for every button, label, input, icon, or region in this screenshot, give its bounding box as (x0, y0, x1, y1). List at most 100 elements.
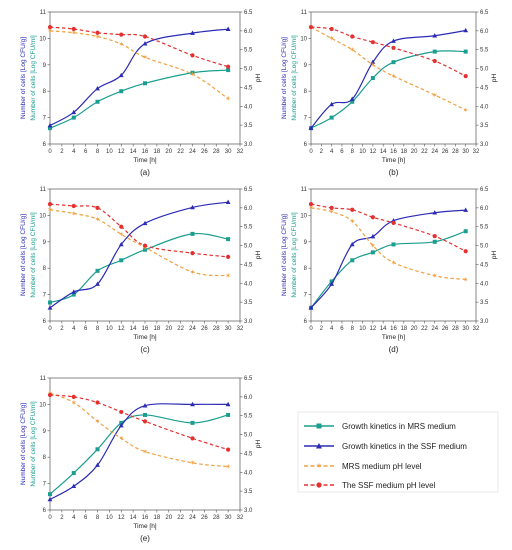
series-line-mrs (310, 50, 466, 129)
data-point-ssf-ph (142, 243, 148, 248)
data-point-ssf (349, 96, 355, 101)
data-point-mrs-ph: ✶ (463, 106, 469, 114)
ph-tick-label: 3.0 (244, 508, 253, 514)
data-point-ssf-ph (95, 30, 100, 35)
data-point-ssf-ph (119, 32, 124, 37)
x-tick-label: 28 (452, 326, 459, 332)
data-point-mrs (48, 300, 52, 305)
legend: Growth kinetics in MRS medium Growth kin… (297, 411, 499, 493)
ph-tick-label: 5.0 (480, 244, 489, 250)
data-point-mrs-ph: ✶ (391, 259, 397, 267)
panel-caption: (e) (140, 534, 150, 543)
y-tick-label: 7 (304, 116, 308, 122)
ph-tick-label: 6.5 (480, 10, 489, 16)
x-tick-label: 28 (213, 326, 220, 332)
x-tick-label: 30 (225, 326, 232, 332)
data-point-mrs-ph: ✶ (142, 244, 148, 252)
ph-tick-label: 4.5 (480, 85, 489, 91)
y-tick-label: 6 (304, 142, 308, 148)
ph-tick-label: 5.5 (480, 225, 489, 231)
ph-tick-label: 5.5 (244, 225, 253, 231)
data-point-ssf-ph (142, 419, 148, 424)
x-tick-label: 8 (96, 326, 100, 332)
data-point-ssf (432, 210, 438, 215)
ph-tick-label: 3.5 (480, 123, 489, 129)
y-tick-label: 8 (43, 89, 47, 95)
data-point-mrs-ph: ✶ (142, 448, 148, 456)
data-point-mrs (119, 89, 124, 94)
data-point-mrs (350, 258, 355, 263)
y-axis-title-mrs: Number of cells [Log CFU/ml] (30, 401, 37, 486)
data-point-mrs (95, 99, 100, 104)
x-tick-label: 26 (201, 326, 208, 332)
data-point-mrs-ph: ✶ (349, 46, 355, 54)
legend-marker-mrs-ph: ✶ (316, 462, 323, 471)
data-point-ssf (329, 101, 335, 107)
data-point-mrs-ph: ✶ (71, 210, 77, 218)
x-tick-label: 8 (351, 149, 355, 155)
legend-label-ssf-ph: The SSF medium pH level (342, 481, 436, 490)
x-tick-label: 24 (431, 149, 438, 155)
data-point-mrs (143, 412, 147, 417)
x-tick-label: 10 (106, 149, 113, 155)
x-tick-label: 14 (380, 149, 387, 155)
y-axis-title-ssf: Number of cells [Log CFU/g] (281, 37, 288, 119)
x-tick-label: 14 (130, 515, 137, 521)
x-tick-label: 10 (359, 326, 366, 332)
x-tick-label: 16 (142, 326, 149, 332)
data-point-ssf-ph (370, 215, 375, 220)
x-tick-label: 10 (359, 149, 366, 155)
data-point-mrs-ph: ✶ (225, 463, 231, 471)
x-tick-label: 0 (48, 326, 52, 332)
data-point-mrs (226, 237, 231, 242)
ph-axis-title: pH (255, 74, 262, 83)
x-tick-label: 12 (118, 515, 125, 521)
x-tick-label: 16 (142, 149, 149, 155)
x-tick-label: 28 (452, 149, 459, 155)
x-tick-label: 18 (400, 149, 407, 155)
data-point-ssf-ph (391, 220, 396, 226)
data-point-ssf-ph (308, 201, 314, 207)
data-point-mrs-ph: ✶ (95, 33, 101, 41)
x-tick-label: 14 (130, 326, 137, 332)
chart-panel-a: 0 2 4 6 8 10 12 14 16 18 20 22 24 26 28 30 32678910113.0… (20, 10, 262, 177)
data-point-ssf (190, 204, 195, 210)
y-tick-label: 6 (43, 508, 47, 514)
ph-tick-label: 3.0 (244, 142, 253, 148)
legend-label-mrs: Growth kinetics in MRS medium (342, 422, 456, 431)
chart-panel-c: 0 2 4 6 8 10 12 14 16 18 20 22 24 26 28 30 32678910113.0… (20, 187, 262, 354)
data-point-mrs (190, 70, 195, 75)
x-tick-label: 12 (370, 149, 377, 155)
x-axis-title: Time [h] (382, 334, 405, 341)
y-tick-label: 10 (39, 213, 46, 219)
ph-tick-label: 3.5 (244, 300, 253, 306)
x-tick-label: 28 (213, 515, 220, 521)
x-axis-title: Time [h] (133, 523, 156, 530)
x-tick-label: 0 (48, 515, 52, 521)
y-tick-label: 10 (300, 36, 307, 42)
x-tick-label: 2 (60, 326, 64, 332)
y-tick-label: 10 (300, 213, 307, 219)
ph-tick-label: 3.5 (244, 123, 253, 129)
data-point-ssf-ph (329, 26, 334, 32)
x-tick-label: 18 (154, 149, 161, 155)
x-tick-label: 24 (189, 149, 196, 155)
data-point-ssf-ph (463, 249, 468, 254)
ph-tick-label: 4.0 (480, 104, 489, 110)
data-point-mrs-ph: ✶ (432, 272, 438, 280)
data-point-mrs (71, 115, 76, 120)
ph-tick-label: 5.5 (244, 48, 253, 54)
data-point-mrs-ph: ✶ (329, 35, 335, 43)
data-point-mrs (463, 229, 468, 234)
ph-tick-label: 4.5 (244, 85, 253, 91)
data-point-mrs (226, 412, 231, 417)
panel-caption: (d) (389, 345, 399, 354)
data-point-ssf (142, 220, 148, 226)
data-point-ssf (71, 483, 77, 489)
x-tick-label: 26 (201, 149, 208, 155)
x-tick-label: 30 (225, 149, 232, 155)
y-axis-title-ssf: Number of cells [Log CFU/g] (20, 403, 27, 485)
data-point-mrs-ph: ✶ (95, 418, 101, 426)
y-tick-label: 9 (43, 429, 47, 435)
x-tick-label: 22 (421, 149, 428, 155)
